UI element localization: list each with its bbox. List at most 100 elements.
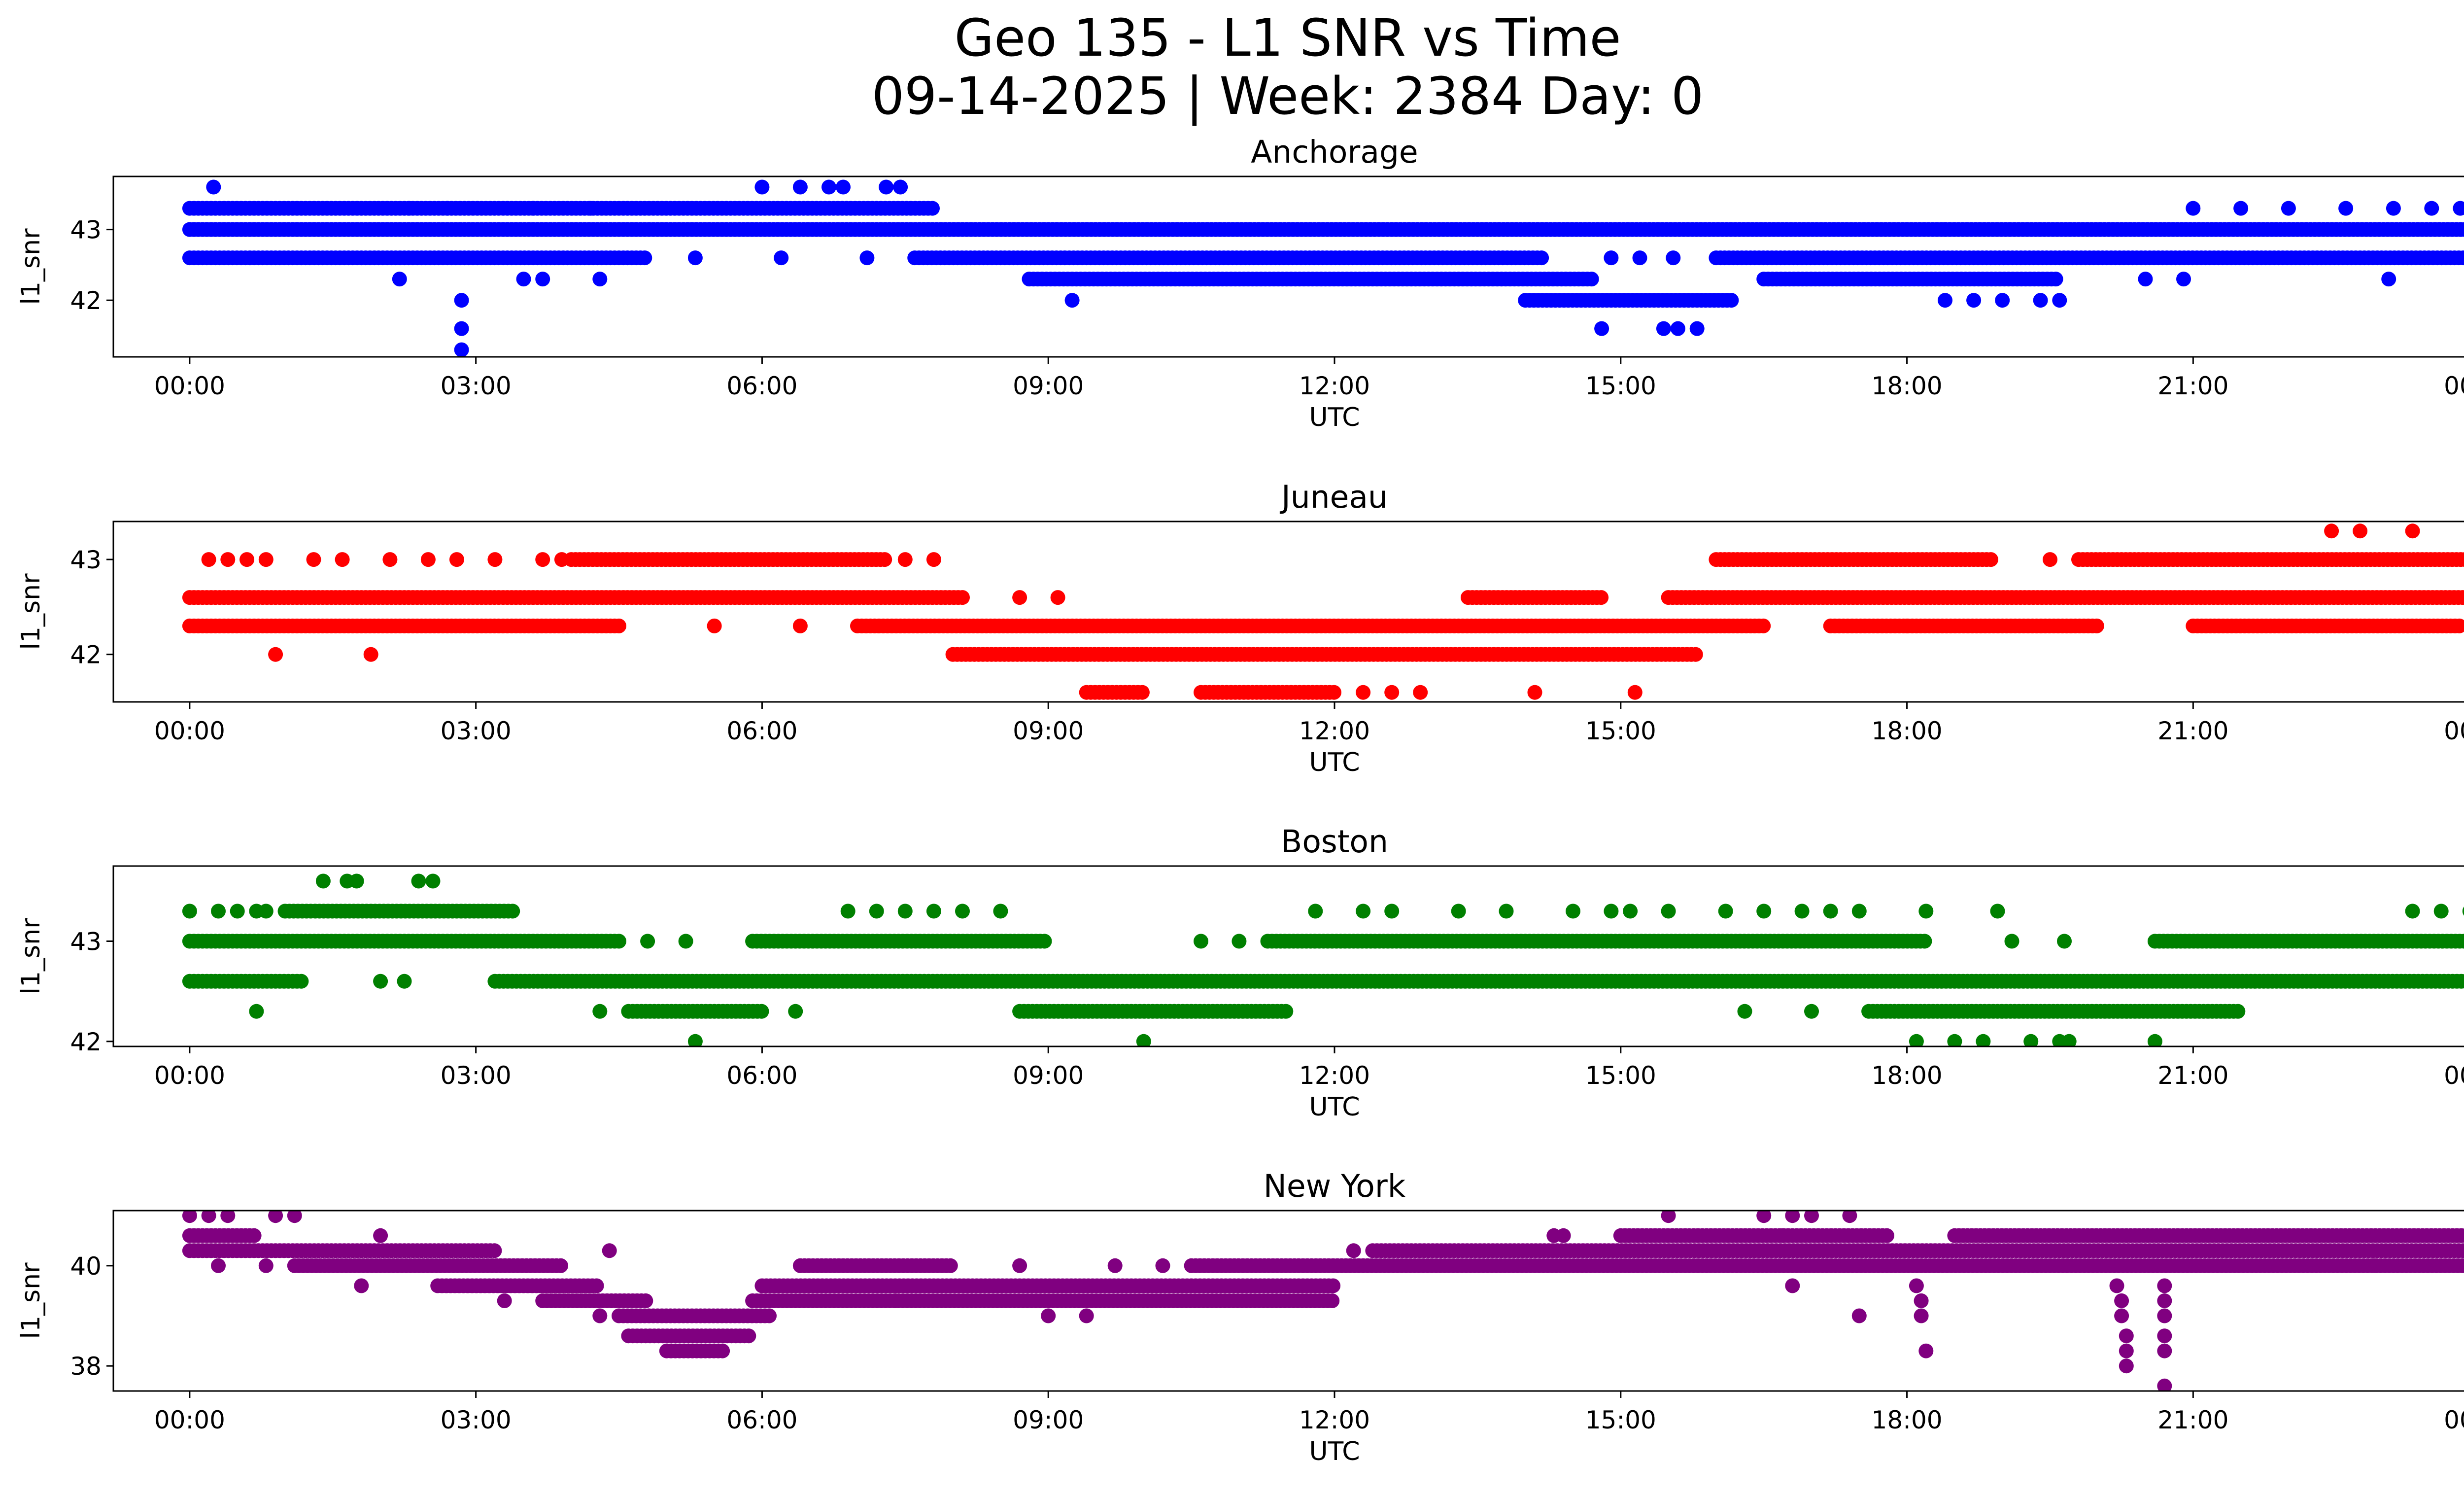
data-point [1995, 293, 2010, 308]
data-point [840, 904, 856, 919]
data-point [2004, 934, 2019, 949]
data-point [2281, 201, 2296, 216]
data-point [1136, 1034, 1151, 1046]
data-point [2459, 1258, 2464, 1273]
series-anchorage [182, 179, 2464, 357]
data-point [2057, 934, 2072, 949]
x-tick-label: 21:00 [2157, 717, 2228, 745]
data-point [2324, 523, 2339, 539]
data-point [1656, 321, 1671, 336]
y-tick-label: 42 [70, 1028, 102, 1056]
data-point [1384, 904, 1400, 919]
data-point [1794, 904, 1810, 919]
data-point [1804, 1004, 1819, 1019]
series-new-york [182, 1211, 2464, 1391]
data-point [206, 179, 221, 195]
data-point [1688, 647, 1703, 662]
data-point [612, 618, 626, 633]
data-point [554, 552, 569, 567]
data-point [2233, 201, 2249, 216]
data-point [2460, 251, 2464, 265]
data-point [1756, 904, 1772, 919]
x-tick-label: 00:00 [2444, 717, 2464, 745]
data-point [926, 552, 941, 567]
data-point [1278, 1004, 1294, 1019]
data-point [249, 1004, 264, 1019]
data-point [592, 1004, 608, 1019]
data-point [1064, 293, 1080, 308]
x-axis-label: UTC [1309, 403, 1360, 432]
data-point [1604, 904, 1619, 919]
data-point [1756, 618, 1771, 633]
data-point [335, 552, 350, 567]
data-point [2462, 554, 2464, 565]
data-point [1938, 222, 1952, 237]
data-point [2462, 976, 2464, 986]
data-point [1661, 904, 1676, 919]
x-tick-label: 15:00 [1585, 372, 1656, 400]
data-point [230, 904, 245, 919]
axes-frame-boston [112, 865, 2464, 1047]
data-point [268, 647, 283, 662]
data-point [1499, 904, 1514, 919]
x-tick-label: 03:00 [441, 372, 512, 400]
data-point [1134, 685, 1150, 700]
data-point [583, 201, 598, 216]
data-point [392, 272, 407, 287]
data-point [640, 934, 655, 949]
data-point [1594, 321, 1609, 336]
data-point [535, 552, 550, 567]
x-tick-label: 15:00 [1585, 717, 1656, 745]
data-point [792, 618, 808, 633]
x-tick-label: 03:00 [441, 1061, 512, 1090]
data-point [754, 179, 770, 195]
data-point [1938, 293, 1952, 308]
data-point [1594, 590, 1609, 605]
data-point [1990, 904, 2005, 919]
data-point [2023, 1034, 2039, 1046]
data-point [879, 179, 894, 195]
subplot-title-juneau: Juneau [1279, 479, 1388, 515]
x-tick-label: 18:00 [1872, 1061, 1943, 1090]
data-point [1947, 1034, 1962, 1046]
x-tick-label: 09:00 [1013, 717, 1084, 745]
data-point [2405, 523, 2420, 539]
data-point [1356, 904, 1371, 919]
figure-title: Geo 135 - L1 SNR vs Time 09-14-2025 | We… [0, 9, 2464, 125]
data-point [687, 250, 703, 266]
data-point [821, 179, 836, 195]
y-tick-label: 42 [70, 286, 102, 315]
data-point [1823, 904, 1838, 919]
y-tick-label: 43 [70, 546, 102, 574]
data-point [1899, 618, 1915, 633]
data-point [788, 1004, 803, 1019]
y-axis-label: l1_snr [16, 228, 46, 305]
x-tick-label: 00:00 [2444, 372, 2464, 400]
data-point [754, 1004, 769, 1019]
data-point [1718, 904, 1733, 919]
data-point [454, 293, 469, 308]
x-tick-label: 12:00 [1299, 1061, 1370, 1090]
data-point [382, 552, 398, 567]
data-point [2230, 1004, 2246, 1019]
subplot-title-boston: Boston [1281, 824, 1388, 860]
data-point [211, 904, 226, 919]
data-point [363, 647, 378, 662]
x-tick-label: 09:00 [1013, 372, 1084, 400]
data-point [1308, 904, 1323, 919]
data-point [637, 250, 652, 266]
data-point [201, 552, 216, 567]
x-tick-label: 00:00 [154, 1061, 225, 1090]
data-point [2458, 974, 2464, 989]
y-tick-label: 43 [70, 216, 102, 244]
data-point [2043, 552, 2057, 567]
data-point [774, 250, 789, 266]
data-point [2405, 904, 2420, 919]
x-tick-label: 12:00 [1299, 372, 1370, 400]
data-point [402, 201, 417, 216]
data-point [897, 904, 913, 919]
figure-title-line2: 09-14-2025 | Week: 2384 Day: 0 [871, 66, 1704, 126]
